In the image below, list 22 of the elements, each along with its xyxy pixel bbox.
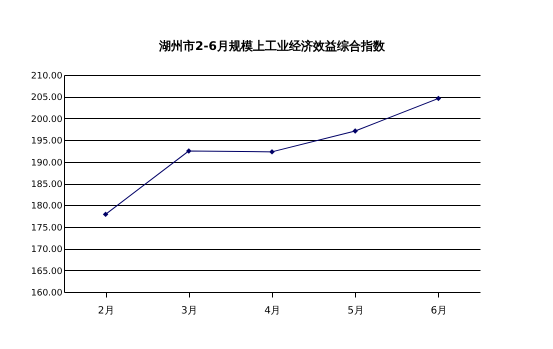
x-tick-label: 5月 bbox=[348, 306, 364, 316]
point bbox=[102, 212, 108, 218]
y-tick-label: 185.00 bbox=[31, 180, 63, 190]
y-tick-label: 165.00 bbox=[31, 266, 63, 277]
y-tick-label: 180.00 bbox=[31, 202, 63, 212]
x-tick-label: 6月 bbox=[430, 306, 448, 316]
y-tick-label: 205.00 bbox=[31, 93, 63, 104]
point bbox=[352, 128, 358, 134]
chart-title: 湖州市2-6月规模上工业经济效益综合指数 bbox=[158, 39, 386, 53]
x-tick-label: 3月 bbox=[181, 306, 198, 316]
y-tick-label: 200.00 bbox=[31, 114, 63, 125]
y-tick-label: 210.00 bbox=[31, 72, 63, 82]
y-tick-label: 190.00 bbox=[31, 158, 63, 168]
y-tick-label: 160.00 bbox=[31, 288, 63, 298]
point bbox=[186, 148, 192, 154]
x-tick-label: 2月 bbox=[98, 306, 114, 316]
y-tick-label: 170.00 bbox=[31, 245, 63, 256]
y-tick-label: 175.00 bbox=[31, 223, 63, 234]
x-tick-label: 4月 bbox=[264, 306, 281, 316]
y-tick-label: 195.00 bbox=[31, 136, 63, 147]
point bbox=[269, 149, 275, 155]
point bbox=[436, 96, 442, 102]
